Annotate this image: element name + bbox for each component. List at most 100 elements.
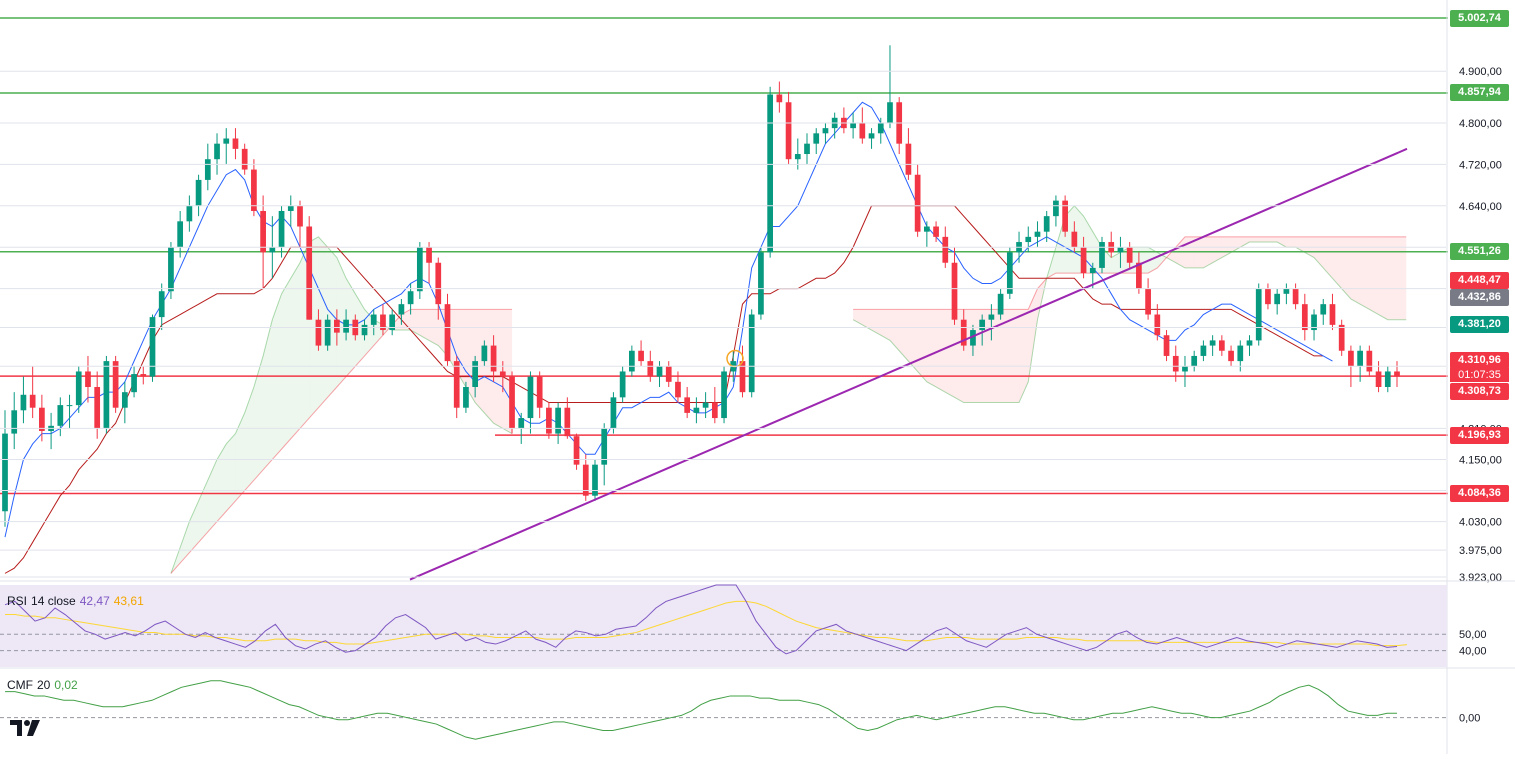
candle: [859, 107, 866, 144]
candle-body: [1191, 355, 1198, 367]
candle-body: [684, 397, 691, 413]
candle-body: [223, 138, 230, 144]
tradingview-logo-icon[interactable]: [10, 718, 42, 738]
cloud-segment: [991, 309, 1001, 403]
candle-body: [1357, 350, 1363, 367]
candle-body: [601, 428, 608, 465]
candle-body: [426, 247, 432, 263]
candle-body: [804, 143, 810, 155]
cloud-segment: [889, 309, 900, 351]
candle: [665, 361, 672, 387]
candle-body: [29, 394, 36, 408]
candle-body: [1172, 355, 1179, 372]
candle: [85, 355, 91, 403]
candle-body: [1099, 242, 1105, 268]
candle-body: [877, 122, 884, 134]
candle: [140, 366, 147, 385]
candle: [39, 394, 45, 442]
cloud-segment: [355, 293, 365, 367]
candle-body: [546, 407, 552, 434]
candle: [343, 309, 349, 341]
candle-body: [748, 314, 755, 393]
candle: [629, 345, 635, 377]
rsi-ma-line: [5, 600, 1408, 647]
candle: [389, 309, 396, 336]
candle-body: [536, 376, 543, 408]
candle: [693, 397, 700, 424]
price-badge-kijun: 4.448,47: [1450, 271, 1509, 289]
candle: [555, 402, 561, 444]
candle: [951, 247, 958, 325]
candle: [1246, 335, 1253, 356]
candle-body: [582, 464, 589, 496]
rsi-value: 42,47: [79, 594, 110, 608]
price-tick-label: 4.800,00: [1459, 118, 1502, 130]
candle: [684, 386, 691, 419]
cloud-segment: [1378, 236, 1388, 320]
candle: [260, 195, 266, 289]
price-tick-label: 4.720,00: [1459, 159, 1502, 171]
candle: [444, 293, 451, 367]
senkou-b-line: [170, 308, 513, 574]
candle: [1136, 252, 1142, 294]
candle-body: [960, 319, 967, 346]
candle: [592, 459, 598, 501]
candle: [887, 45, 893, 129]
cloud-segment: [189, 500, 199, 553]
candle-body: [334, 319, 340, 333]
candle-body: [315, 319, 322, 346]
candle: [149, 314, 156, 382]
cloud-segment: [853, 309, 863, 325]
cloud-segment: [419, 309, 430, 341]
candle-body: [1338, 324, 1345, 351]
candle-body: [1126, 247, 1133, 263]
cmf-tick-label: 0,00: [1459, 713, 1480, 725]
candle-body: [509, 376, 515, 429]
candle: [1274, 288, 1281, 315]
cloud-segment: [1212, 236, 1222, 263]
candle-body: [1292, 288, 1299, 305]
price-badge-close: 4.308,73: [1450, 382, 1509, 400]
candle-body: [942, 236, 949, 263]
candle: [1320, 298, 1327, 325]
candle: [94, 371, 101, 439]
candle: [241, 143, 248, 175]
candle: [223, 128, 230, 165]
candles: [2, 45, 1400, 527]
rsi-params: 14 close: [31, 594, 76, 608]
candle: [546, 402, 552, 439]
cloud-segment: [982, 309, 992, 403]
candle-body: [278, 210, 285, 248]
candle-body: [149, 317, 156, 377]
candle-body: [463, 386, 469, 408]
candle-body: [1182, 366, 1188, 372]
candle-body: [11, 410, 18, 434]
tenkan-line: [4, 101, 1333, 538]
candle-body: [767, 94, 773, 253]
price-tick-label: 4.150,00: [1459, 454, 1502, 466]
candle-body: [361, 324, 368, 336]
cmf-legend[interactable]: CMF 20 0,02: [7, 678, 82, 692]
candle-body: [887, 102, 893, 123]
candle-body: [1218, 340, 1225, 351]
candle-body: [573, 436, 580, 465]
candle: [48, 412, 54, 450]
candle-body: [629, 350, 635, 372]
candle: [398, 298, 405, 325]
candle: [1292, 283, 1299, 310]
candle-body: [75, 371, 82, 406]
candle: [509, 371, 515, 434]
candle-body: [260, 210, 266, 253]
cloud-segment: [290, 262, 300, 439]
candle: [1311, 309, 1317, 341]
cloud-segment: [244, 386, 254, 491]
candle-body: [1136, 262, 1142, 289]
candle-body: [214, 143, 220, 160]
cloud-segment: [1387, 236, 1397, 320]
rsi-legend[interactable]: RSI 14 close 42,47 43,61: [7, 594, 148, 608]
candle: [370, 309, 377, 336]
cmf-panel: 0,00: [0, 667, 1515, 740]
candle-body: [57, 405, 64, 426]
